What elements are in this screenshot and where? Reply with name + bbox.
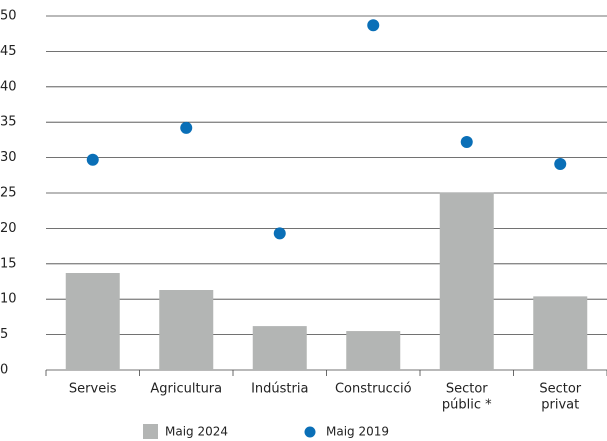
y-tick-label: 20 — [0, 221, 17, 236]
dot — [180, 121, 193, 134]
y-tick-label: 0 — [0, 363, 8, 378]
dot — [86, 153, 99, 166]
dot — [460, 136, 473, 149]
legend-swatch — [143, 424, 158, 439]
dot — [273, 227, 286, 240]
dot — [554, 157, 567, 170]
legend-swatch — [304, 426, 316, 438]
x-tick-label: Sector — [539, 382, 581, 397]
y-tick-label: 10 — [0, 292, 17, 307]
x-tick-label: privat — [541, 398, 579, 413]
bar — [252, 326, 307, 370]
legend-label: Maig 2024 — [165, 425, 228, 439]
bar — [533, 296, 588, 370]
y-tick-label: 30 — [0, 150, 17, 165]
y-tick-label: 50 — [0, 9, 17, 24]
bar — [439, 192, 494, 370]
y-tick-label: 5 — [0, 327, 8, 342]
dot — [367, 19, 380, 32]
legend-label: Maig 2019 — [326, 425, 389, 439]
y-tick-label: 15 — [0, 256, 17, 271]
x-tick-label: Indústria — [251, 382, 308, 397]
bar — [159, 289, 214, 370]
x-tick-label: Construcció — [335, 382, 412, 397]
x-tick-label: Agricultura — [150, 382, 222, 397]
y-tick-label: 40 — [0, 79, 17, 94]
x-tick-label: públic * — [442, 398, 492, 413]
bar — [65, 273, 120, 370]
bar — [346, 331, 401, 370]
x-tick-label: Sector — [446, 382, 488, 397]
y-tick-label: 35 — [0, 115, 17, 130]
x-tick-label: Serveis — [69, 382, 117, 397]
y-tick-label: 45 — [0, 44, 17, 59]
y-tick-label: 25 — [0, 186, 17, 201]
